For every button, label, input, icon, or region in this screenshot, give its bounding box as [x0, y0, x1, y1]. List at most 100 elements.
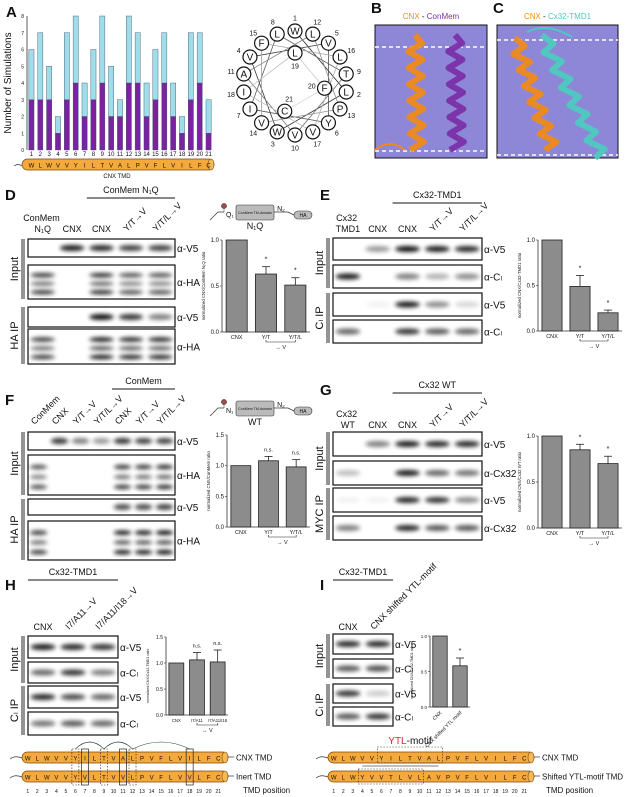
- bar: [209, 661, 226, 716]
- x-tick-label: 4: [56, 152, 60, 158]
- tmd-residue: L: [504, 776, 508, 782]
- blot-band: [365, 301, 391, 308]
- tmd-residue: W: [46, 164, 52, 170]
- wheel-residue-circle: [287, 23, 303, 39]
- x-tick-label: 10: [108, 152, 115, 158]
- tmd-residue: T: [408, 757, 412, 763]
- bar-segment: [152, 99, 159, 151]
- motif-title-part: T: [395, 736, 401, 747]
- blot-band: [134, 504, 153, 510]
- lane-label-line: Cx32: [336, 213, 360, 223]
- y-axis-label: normalized CNX/ConMem N₁Q ratio: [201, 251, 206, 320]
- wheel-residue-letter: Y: [325, 118, 332, 129]
- x-tick-label: 6: [74, 152, 78, 158]
- tmd-residue: C: [216, 757, 221, 763]
- wheel-residue-circle: [236, 84, 252, 100]
- bar-segment: [28, 99, 35, 151]
- wheel-residue-circle: [305, 26, 321, 42]
- blot-band: [30, 337, 56, 342]
- tmd-residue: V: [121, 776, 125, 782]
- tmd-cylinder-end: [221, 751, 229, 764]
- tmd-residue: L: [131, 757, 135, 763]
- tmd-position-number: 12: [436, 789, 442, 795]
- tmd-residue: V: [56, 164, 60, 170]
- tmd-residue: T: [100, 164, 104, 170]
- y-axis-label: normalized CNX/Cx32-TMD1 ratio: [517, 252, 522, 318]
- y-tick-label: 7: [21, 31, 24, 37]
- blot-band: [134, 530, 153, 535]
- y-tick-label: 0.5: [527, 284, 536, 290]
- x-tick-label: Y/T: [576, 531, 585, 537]
- blot-band: [365, 641, 391, 647]
- bar-segment: [46, 99, 52, 151]
- tmd-residue: V: [437, 776, 441, 782]
- blot-band: [155, 438, 174, 444]
- blot-band: [29, 474, 48, 480]
- structure-title: CNX - Cx32-TMD1: [524, 12, 592, 21]
- y-tick-label: 0: [21, 148, 24, 154]
- blot-band: [134, 550, 153, 555]
- antibody-label: α-Cₗ: [484, 328, 502, 339]
- bar-segment: [72, 15, 79, 84]
- y-tick-label: 0.0: [527, 526, 536, 532]
- wheel-connector: [277, 91, 347, 133]
- significance-label: *: [607, 446, 610, 453]
- lane-label: CNX: [368, 420, 387, 430]
- tmd-position-number: 15: [158, 789, 164, 795]
- wheel-position-number: 14: [249, 130, 257, 137]
- tmd-residue: P: [140, 757, 144, 763]
- y-tick-label: 1.5: [216, 433, 225, 439]
- wheel-position-number: 6: [335, 130, 339, 137]
- group-label: Cx32-TMD1: [413, 190, 462, 200]
- group-label: Cx32-TMD1: [49, 567, 98, 577]
- lane-label-line: ConMem: [23, 213, 62, 223]
- blot-band: [147, 281, 173, 286]
- x-tick-label: Y/T/L: [601, 531, 614, 537]
- tmd-residue: L: [437, 757, 441, 763]
- bar-segment: [126, 82, 132, 151]
- y-axis-label: normalized CNX/Cx32-TMD1 ratio: [146, 649, 150, 704]
- bar: [569, 286, 591, 332]
- blot-band: [155, 540, 174, 545]
- tmd-residue: L: [399, 757, 403, 763]
- tmd-residue: L: [475, 757, 479, 763]
- blot-image: [27, 498, 176, 516]
- wheel-position-number: 16: [347, 48, 355, 55]
- tmd-residue: L: [39, 164, 43, 170]
- bar: [255, 273, 277, 333]
- glycan-icon: [221, 399, 227, 405]
- antibody-label: α-Cₗ: [120, 669, 138, 680]
- cnx-loop: [374, 143, 406, 151]
- tmd-tail: [9, 775, 23, 779]
- tmd-position-number: 21: [521, 789, 527, 795]
- tmd-cylinder-end: [207, 158, 215, 171]
- y-tick-label: 0.0: [156, 713, 163, 719]
- y-tick-label: 1: [21, 131, 24, 137]
- blot-band: [29, 464, 48, 470]
- tmd-position-number: 11: [426, 789, 431, 795]
- x-tick-label: 11: [117, 152, 124, 158]
- blot-band: [147, 245, 173, 251]
- tmd-residue: Y: [74, 164, 78, 170]
- group-label: ConMem N₁Q: [103, 185, 159, 195]
- x-tick-label: 3: [47, 152, 51, 158]
- panel-label-c: C: [493, 0, 504, 17]
- wheel-residue-letter: F: [259, 39, 265, 50]
- bar-segment: [90, 49, 97, 100]
- tmd-position-label: TMD position: [546, 786, 593, 795]
- lane-label-line: Cx32: [336, 409, 360, 419]
- blot-band: [394, 497, 421, 503]
- x-tick-label: Y/T/L: [601, 334, 614, 340]
- blot-band: [89, 290, 114, 295]
- section-label: Input: [314, 644, 326, 668]
- y-tick-label: 1.0: [216, 464, 225, 470]
- mutation-box: [81, 748, 89, 786]
- blot-band: [335, 497, 361, 503]
- bar-segment: [170, 82, 176, 117]
- wheel-position-number: 8: [271, 19, 275, 26]
- tmd-residue: L: [36, 757, 40, 763]
- tmd-position-number: 11: [120, 789, 125, 795]
- bar: [541, 435, 563, 529]
- shifted-motif-box: [358, 768, 424, 785]
- structure-title-sep: -: [541, 12, 548, 21]
